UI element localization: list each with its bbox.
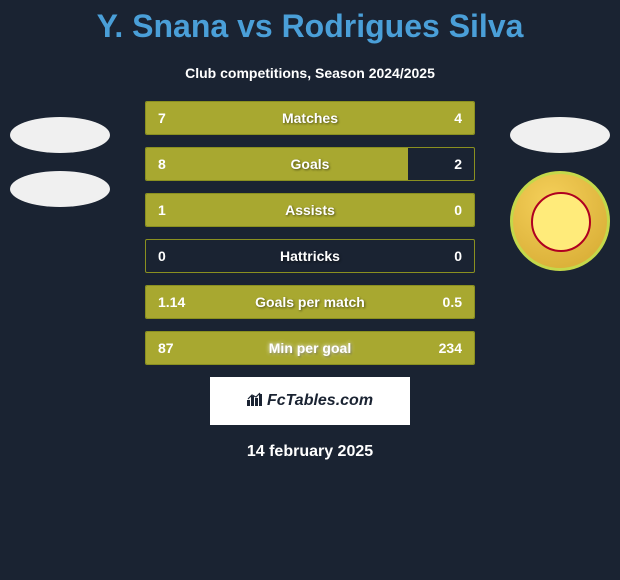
- stat-row: 0Hattricks0: [145, 239, 475, 273]
- footer-date: 14 february 2025: [0, 425, 620, 461]
- chart-icon: [247, 392, 263, 411]
- stat-label: Goals per match: [146, 286, 474, 318]
- brand-footer[interactable]: FcTables.com: [210, 377, 410, 425]
- stat-label: Assists: [146, 194, 474, 226]
- stat-value-right: 0: [454, 240, 462, 272]
- stat-row: 1.14Goals per match0.5: [145, 285, 475, 319]
- stat-value-right: 234: [439, 332, 462, 364]
- stat-row: 87Min per goal234: [145, 331, 475, 365]
- subtitle: Club competitions, Season 2024/2025: [0, 45, 620, 101]
- stat-value-right: 0.5: [443, 286, 462, 318]
- stat-row: 8Goals2: [145, 147, 475, 181]
- ellipse-placeholder-icon: [510, 117, 610, 153]
- stat-label: Matches: [146, 102, 474, 134]
- club-badge-icon: [510, 171, 610, 271]
- stats-container: 7Matches48Goals21Assists00Hattricks01.14…: [145, 101, 475, 365]
- stat-label: Goals: [146, 148, 474, 180]
- player-right-logo: [510, 117, 610, 227]
- stat-row: 1Assists0: [145, 193, 475, 227]
- stat-label: Hattricks: [146, 240, 474, 272]
- ellipse-placeholder-icon: [10, 171, 110, 207]
- page-title: Y. Snana vs Rodrigues Silva: [0, 0, 620, 45]
- stat-label: Min per goal: [146, 332, 474, 364]
- stat-value-right: 4: [454, 102, 462, 134]
- stat-value-right: 2: [454, 148, 462, 180]
- player-left-logo: [10, 117, 110, 197]
- ellipse-placeholder-icon: [10, 117, 110, 153]
- stat-value-right: 0: [454, 194, 462, 226]
- stat-row: 7Matches4: [145, 101, 475, 135]
- brand-label: FcTables.com: [267, 392, 373, 410]
